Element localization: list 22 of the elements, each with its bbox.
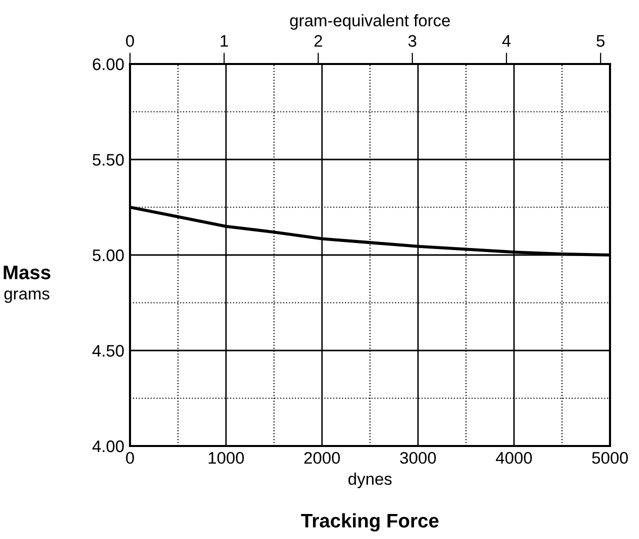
x2-tick-label: 1 bbox=[220, 35, 228, 47]
x2-axis-title: gram-equivalent force bbox=[290, 14, 450, 30]
x-tick-label: 4000 bbox=[496, 452, 532, 464]
y-tick-label: 4.00 bbox=[92, 440, 124, 452]
x2-tick-label: 4 bbox=[502, 35, 511, 47]
text: grams bbox=[4, 290, 50, 303]
x-tick-label: 3000 bbox=[400, 452, 436, 464]
x-tick-label: 5000 bbox=[592, 452, 628, 464]
x-tick-label: 1000 bbox=[208, 452, 244, 464]
y-tick-label: 6.00 bbox=[92, 58, 124, 70]
y-axis-title: Mass bbox=[4, 266, 50, 280]
x2-tick-label: 5 bbox=[596, 35, 605, 47]
x-tick-label: 2000 bbox=[304, 452, 340, 464]
text: Tracking Force bbox=[301, 513, 439, 532]
x-axis-title: dynes bbox=[348, 472, 392, 488]
x2-tick-label: 2 bbox=[314, 35, 322, 47]
y-tick-label: 5.50 bbox=[92, 154, 124, 166]
y-tick-label: 5.00 bbox=[92, 249, 124, 262]
y-tick-label: 4.50 bbox=[92, 344, 124, 357]
x2-tick-label: 3 bbox=[408, 35, 416, 47]
x2-tick-label: 0 bbox=[126, 35, 134, 47]
x-tick-label: 0 bbox=[126, 452, 134, 464]
